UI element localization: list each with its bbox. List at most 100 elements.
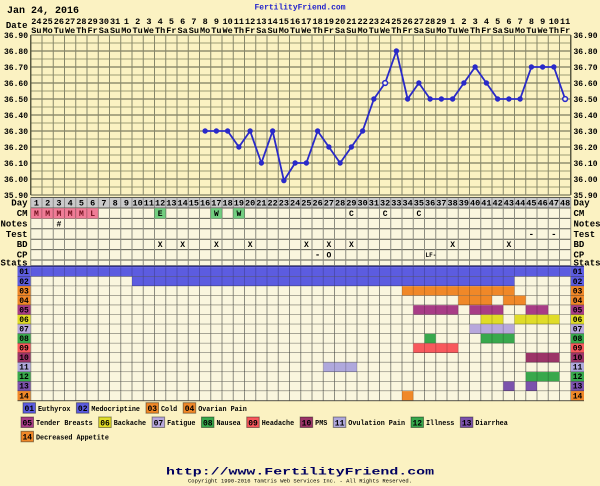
svg-text:06: 06 xyxy=(100,419,110,428)
svg-text:25: 25 xyxy=(301,199,311,209)
svg-text:Medocriptine: Medocriptine xyxy=(91,406,140,414)
svg-text:Cold: Cold xyxy=(161,406,177,414)
svg-text:11: 11 xyxy=(573,364,583,373)
svg-text:36.90: 36.90 xyxy=(4,32,28,41)
svg-text:10: 10 xyxy=(19,354,29,363)
svg-text:W: W xyxy=(214,210,219,219)
svg-text:20: 20 xyxy=(245,199,255,209)
svg-text:We: We xyxy=(65,26,75,36)
svg-text:07: 07 xyxy=(573,325,583,334)
svg-text:4: 4 xyxy=(68,199,73,209)
svg-text:Diarrhea: Diarrhea xyxy=(475,420,508,428)
svg-text:36: 36 xyxy=(425,199,435,209)
svg-text:20: 20 xyxy=(335,17,345,27)
svg-text:E: E xyxy=(158,210,163,219)
svg-text:Su: Su xyxy=(268,26,278,36)
svg-text:Su: Su xyxy=(425,26,435,36)
svg-text:39: 39 xyxy=(459,199,469,209)
svg-text:2: 2 xyxy=(135,17,140,27)
svg-text:29: 29 xyxy=(346,199,356,209)
svg-text:03: 03 xyxy=(147,405,157,414)
svg-text:13: 13 xyxy=(573,383,583,392)
svg-text:Sa: Sa xyxy=(99,26,109,36)
svg-text:Tu: Tu xyxy=(290,26,300,36)
svg-text:-: - xyxy=(551,230,556,240)
svg-text:04: 04 xyxy=(19,297,29,306)
svg-text:36.20: 36.20 xyxy=(4,144,28,153)
svg-text:BD: BD xyxy=(17,240,28,250)
svg-text:9: 9 xyxy=(540,17,545,27)
svg-text:36.20: 36.20 xyxy=(574,144,598,153)
svg-text:Headache: Headache xyxy=(262,420,294,428)
svg-text:FertilityFriend.com: FertilityFriend.com xyxy=(255,4,346,13)
svg-text:33: 33 xyxy=(391,199,401,209)
svg-text:28: 28 xyxy=(335,199,345,209)
svg-text:5: 5 xyxy=(169,17,174,27)
svg-text:10: 10 xyxy=(302,419,312,428)
svg-text:17: 17 xyxy=(211,199,221,209)
svg-text:41: 41 xyxy=(481,199,491,209)
svg-text:M: M xyxy=(56,210,61,219)
svg-text:Mo: Mo xyxy=(279,26,289,36)
svg-text:26: 26 xyxy=(54,17,64,27)
svg-text:Fr: Fr xyxy=(245,26,255,36)
svg-text:12: 12 xyxy=(19,373,29,382)
svg-text:36.60: 36.60 xyxy=(574,80,598,89)
svg-text:Test: Test xyxy=(6,230,28,240)
svg-text:36.60: 36.60 xyxy=(4,80,28,89)
svg-text:04: 04 xyxy=(573,297,583,306)
svg-text:-: - xyxy=(315,250,320,260)
svg-text:Tender Breasts: Tender Breasts xyxy=(36,420,93,428)
svg-text:42: 42 xyxy=(493,199,503,209)
svg-text:Su: Su xyxy=(504,26,514,36)
svg-text:10: 10 xyxy=(549,17,559,27)
svg-text:14: 14 xyxy=(573,392,583,401)
svg-text:10: 10 xyxy=(573,354,583,363)
svg-text:8: 8 xyxy=(113,199,118,209)
svg-text:Sa: Sa xyxy=(178,26,188,36)
svg-text:36.40: 36.40 xyxy=(574,112,598,121)
svg-text:37: 37 xyxy=(436,199,446,209)
svg-text:Ovarian Pain: Ovarian Pain xyxy=(198,406,247,414)
svg-text:Mo: Mo xyxy=(436,26,446,36)
svg-text:CM: CM xyxy=(17,209,28,219)
svg-text:46: 46 xyxy=(538,199,548,209)
svg-text:Decreased Appetite: Decreased Appetite xyxy=(36,435,109,443)
svg-text:24: 24 xyxy=(290,199,300,209)
svg-text:http://www.FertilityFriend.com: http://www.FertilityFriend.com xyxy=(166,467,434,479)
svg-text:36.70: 36.70 xyxy=(574,64,598,73)
svg-text:7: 7 xyxy=(101,199,106,209)
svg-text:C: C xyxy=(349,210,354,219)
svg-text:W: W xyxy=(236,210,241,219)
svg-text:01: 01 xyxy=(19,268,29,277)
svg-text:C: C xyxy=(416,210,421,219)
svg-text:35.90: 35.90 xyxy=(574,192,598,201)
svg-text:-: - xyxy=(529,230,534,240)
svg-text:34: 34 xyxy=(403,199,413,209)
svg-text:02: 02 xyxy=(573,278,583,287)
svg-text:22: 22 xyxy=(268,199,278,209)
svg-text:Day: Day xyxy=(11,199,28,209)
svg-text:02: 02 xyxy=(19,278,29,287)
svg-text:09: 09 xyxy=(573,345,583,354)
svg-text:9: 9 xyxy=(214,17,219,27)
svg-text:Ovulation Pain: Ovulation Pain xyxy=(348,420,405,428)
svg-text:Tu: Tu xyxy=(54,26,64,36)
svg-text:29: 29 xyxy=(436,17,446,27)
svg-text:Stats: Stats xyxy=(574,259,600,269)
svg-text:36.00: 36.00 xyxy=(574,176,598,185)
svg-text:07: 07 xyxy=(154,419,164,428)
svg-text:6: 6 xyxy=(180,17,185,27)
svg-text:27: 27 xyxy=(65,17,75,27)
svg-text:Fr: Fr xyxy=(403,26,413,36)
svg-text:18: 18 xyxy=(313,17,323,27)
svg-text:Date: Date xyxy=(6,21,28,31)
svg-text:36.00: 36.00 xyxy=(4,176,28,185)
svg-text:CP: CP xyxy=(574,251,585,261)
svg-text:22: 22 xyxy=(358,17,368,27)
svg-text:X: X xyxy=(214,241,219,250)
svg-text:15: 15 xyxy=(189,199,199,209)
svg-text:5: 5 xyxy=(79,199,84,209)
svg-text:6: 6 xyxy=(506,17,511,27)
svg-text:M: M xyxy=(68,210,73,219)
